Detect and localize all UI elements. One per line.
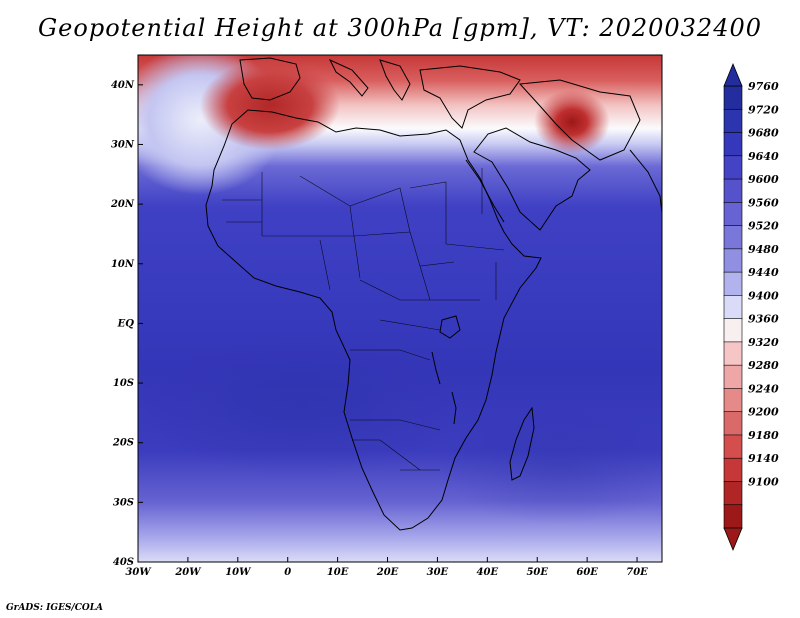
lat-label: 10N (111, 259, 135, 270)
colorbar-label: 9100 (748, 475, 779, 488)
colorbar-swatch (723, 364, 743, 390)
lon-label: 40E (477, 567, 499, 578)
colorbar-swatch (723, 248, 743, 273)
height-field (138, 55, 662, 562)
map-title: Geopotential Height at 300hPa [gpm], VT:… (38, 14, 762, 42)
lat-label: 30S (113, 497, 134, 508)
turkey-levant (419, 65, 521, 129)
colorbar-label: 9680 (748, 127, 779, 140)
colorbar-label: 9240 (748, 382, 779, 395)
lon-label: 0 (284, 567, 291, 578)
northwest-trough (200, 60, 340, 150)
colorbar-label: 9360 (748, 313, 779, 326)
colorbar-swatch (723, 434, 743, 460)
lat-label: 40S (113, 557, 134, 568)
grads-credit: GrADS: IGES/COLA (6, 603, 104, 613)
lon-label: 50E (526, 567, 548, 578)
latitude-axis: 40N 30N 20N 10N EQ 10S 20S 30S 40S (110, 80, 143, 568)
colorbar-swatch (723, 155, 743, 180)
lake-victoria (439, 315, 461, 339)
iberia (239, 57, 301, 101)
colorbar-swatch (723, 295, 743, 320)
colorbar-swatch (723, 225, 743, 250)
colorbar-swatch (723, 457, 743, 483)
lat-label: 20N (110, 199, 135, 210)
colorbar-swatch (723, 178, 743, 204)
colorbar-label: 9600 (748, 173, 779, 186)
lake-malawi (451, 391, 457, 425)
colorbar-label: 9400 (748, 289, 779, 302)
lat-label: 20S (112, 438, 134, 449)
lat-label: 40N (111, 80, 135, 91)
colorbar-swatch (723, 481, 743, 506)
southeast-trough (440, 405, 662, 525)
colorbar-swatch (723, 85, 743, 111)
lat-label: EQ (117, 318, 135, 329)
colorbar-swatch (723, 318, 743, 343)
low-height-center (534, 90, 610, 154)
colorbar-max-arrow (723, 62, 743, 87)
colorbar-swatch (723, 341, 743, 366)
red-sea (465, 159, 505, 223)
lon-label: 30E (427, 567, 449, 578)
colorbar-label: 9200 (748, 406, 779, 419)
colorbar-label: 9720 (748, 103, 779, 116)
colorbar-label: 9280 (748, 359, 779, 372)
colorbar-swatch (723, 411, 743, 436)
colorbar-swatch (723, 271, 743, 297)
colorbar-label: 9180 (748, 429, 779, 442)
colorbar-label: 9520 (748, 220, 779, 233)
colorbar-swatch (723, 108, 743, 134)
italy-balkans (328, 58, 411, 101)
colorbar-min-arrow (723, 527, 743, 552)
lon-label: 20W (174, 567, 202, 578)
country-borders (222, 168, 505, 471)
iran-region (518, 79, 641, 161)
lon-label: 30W (125, 567, 152, 578)
africa-coastline (205, 109, 542, 531)
arabian-peninsula (473, 127, 591, 231)
lat-label: 30N (111, 139, 135, 150)
colorbar: 9760 9720 9680 9640 9600 9560 9520 9480 9440 9400… (723, 62, 779, 552)
colorbar-label: 9480 (748, 243, 779, 256)
colorbar-swatch (723, 504, 743, 529)
colorbar-label: 9320 (748, 336, 779, 349)
longitude-axis: 30W 20W 10W 0 10E 20E 30E 40E 50E 60E 70E (125, 557, 648, 578)
border-lines (222, 168, 505, 471)
india-west-coast (629, 149, 662, 218)
coastlines (205, 57, 662, 531)
lon-label: 20E (376, 567, 399, 578)
lon-label: 10W (225, 567, 252, 578)
colorbar-swatch (723, 388, 743, 413)
lon-label: 70E (626, 567, 648, 578)
southern-trough (140, 335, 460, 475)
lake-tanganyika (431, 351, 441, 385)
plot-frame (137, 54, 663, 563)
lon-label: 10E (327, 567, 349, 578)
colorbar-label: 9640 (748, 150, 779, 163)
colorbar-label: 9140 (748, 452, 779, 465)
colorbar-label: 9560 (748, 196, 779, 209)
lat-label: 10S (113, 378, 134, 389)
colorbar-label: 9440 (748, 266, 779, 279)
colorbar-swatch (723, 132, 743, 157)
colorbar-label: 9760 (748, 80, 779, 93)
lon-label: 60E (576, 567, 598, 578)
colorbar-swatch (723, 202, 743, 227)
madagascar (509, 406, 535, 481)
